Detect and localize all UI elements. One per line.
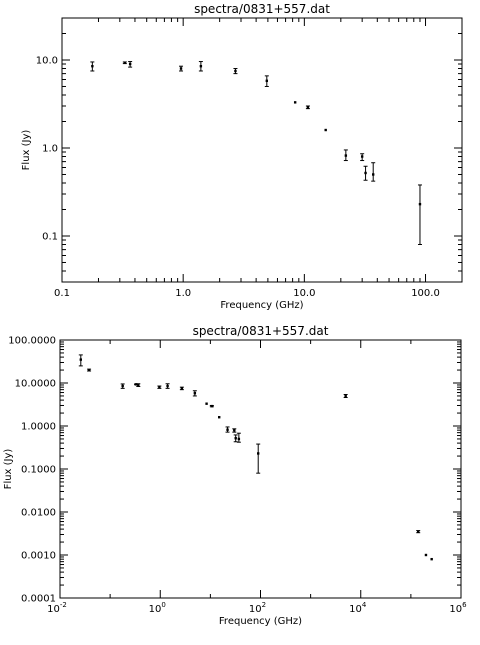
top-data-point [128, 62, 132, 66]
bottom-data-point [344, 394, 347, 398]
top-plot-frame [61, 17, 463, 283]
top-data-point [91, 64, 94, 68]
bottom-x-tick-label-base: 10 [449, 604, 462, 615]
bottom-x-tick-label: 102 [249, 601, 266, 615]
bottom-data-point [79, 358, 83, 361]
bottom-data-point [158, 385, 161, 389]
bottom-x-tick-label: 106 [449, 601, 467, 615]
top-chart-title: spectra/0831+557.dat [194, 2, 330, 16]
top-data-point [199, 64, 203, 68]
top-data-point [123, 61, 127, 64]
top-data-point [418, 202, 422, 206]
top-data-point [234, 69, 237, 73]
top-y-tick-label: 10.0 [36, 55, 58, 66]
top-chart: spectra/0831+557.dat Frequency (GHz) Flux … [21, 2, 463, 311]
bottom-x-tick-label-exp: 4 [362, 601, 367, 609]
bottom-data-point [137, 383, 140, 387]
bottom-data-point [121, 384, 124, 388]
top-data-point [360, 155, 364, 158]
bottom-data-point [210, 404, 214, 408]
bottom-chart-title: spectra/0831+557.dat [193, 324, 329, 338]
bottom-x-axis-label: Frequency (GHz) [219, 616, 302, 627]
bottom-data-point [424, 553, 428, 557]
top-data-point [372, 173, 375, 176]
bottom-data-point [134, 383, 138, 386]
bottom-y-tick-label: 0.0010 [21, 551, 56, 562]
bottom-x-tick-label-exp: 0 [161, 601, 165, 609]
top-x-tick-label: 0.1 [54, 288, 70, 299]
top-x-tick-label: 100.0 [411, 288, 440, 299]
bottom-data-point [416, 530, 420, 533]
bottom-y-tick-label: 0.0001 [21, 594, 56, 605]
bottom-data-point [180, 387, 184, 390]
top-data-point [324, 128, 327, 132]
bottom-data-point [234, 437, 237, 440]
bottom-data-point [226, 428, 229, 431]
bottom-y-tick-label: 0.0100 [21, 508, 56, 519]
bottom-data-point [237, 437, 241, 441]
bottom-data-point [205, 402, 208, 405]
top-data-point [306, 106, 310, 109]
bottom-y-tick-label: 0.1000 [21, 465, 56, 476]
bottom-data-point [193, 391, 197, 395]
bottom-x-tick-label-base: 10 [349, 604, 362, 615]
top-x-tick-label: 10.0 [293, 288, 315, 299]
bottom-x-tick-label: 10-2 [47, 601, 67, 615]
top-data-point [293, 101, 297, 104]
bottom-x-tick-label-base: 10 [149, 604, 162, 615]
bottom-x-tick-label-base: 10 [249, 604, 262, 615]
bottom-plot-frame [59, 339, 462, 599]
top-x-tick-label: 1.0 [175, 288, 191, 299]
top-y-tick-label: 0.1 [42, 231, 58, 242]
bottom-y-tick-label: 100.0000 [8, 336, 56, 347]
top-y-axis-label: Flux (Jy) [21, 130, 32, 171]
bottom-x-tick-label-exp: -2 [60, 601, 67, 609]
bottom-data-point [218, 416, 221, 419]
top-data-point [179, 67, 183, 70]
bottom-chart: spectra/0831+557.dat Frequency (GHz) Flux … [3, 324, 467, 627]
bottom-y-axis-label: Flux (Jy) [3, 449, 14, 490]
bottom-data-point [166, 384, 169, 388]
bottom-data-point [257, 452, 260, 455]
top-data-point [344, 154, 348, 157]
bottom-x-tick-label-exp: 2 [262, 601, 266, 609]
bottom-x-tick-label: 104 [349, 601, 367, 615]
bottom-x-tick-label-exp: 6 [462, 601, 467, 609]
bottom-data-point [87, 368, 91, 372]
bottom-y-tick-label: 10.0000 [15, 379, 56, 390]
bottom-data-point [233, 428, 236, 432]
bottom-x-tick-label: 100 [149, 601, 166, 615]
top-y-tick-label: 1.0 [42, 143, 58, 154]
top-data-point [364, 171, 367, 175]
top-data-point [265, 79, 269, 83]
bottom-data-point [430, 557, 433, 561]
top-x-axis-label: Frequency (GHz) [220, 300, 303, 311]
bottom-x-tick-label-base: 10 [47, 604, 60, 615]
bottom-y-tick-label: 1.0000 [21, 422, 56, 433]
